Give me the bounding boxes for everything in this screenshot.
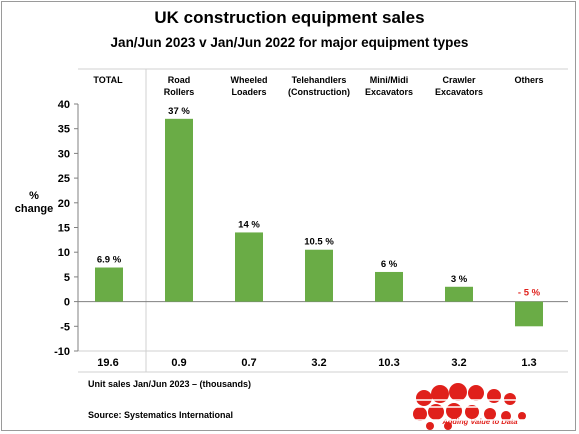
y-tick-label: 10 [58,247,70,259]
bar [375,271,403,302]
data-label: 3 % [451,274,468,285]
category-label: Loaders [231,87,266,97]
unit-sales-note: Unit sales Jan/Jun 2023 – (thousands) [88,379,252,389]
category-label: Mini/Midi [370,75,409,85]
unit-sales-value: 1.3 [521,357,536,369]
category-label: Road [168,75,191,85]
y-tick-label: 15 [58,223,70,235]
data-label: 10.5 % [304,237,334,248]
category-label: (Construction) [288,87,350,97]
bar [445,286,473,302]
unit-sales-value: 10.3 [378,357,399,369]
logo-tagline: Adding Value to Data [441,417,517,426]
y-tick-label: 25 [58,173,70,185]
category-label: TOTAL [93,75,123,85]
company-logo [412,383,537,430]
y-tick-label: 20 [58,198,70,210]
y-tick-label: 40 [58,99,70,111]
chart-subtitle: Jan/Jun 2023 v Jan/Jun 2022 for major eq… [110,35,469,50]
y-tick-label: -5 [60,321,70,333]
unit-sales-value: 3.2 [451,357,466,369]
y-axis-label: change [15,203,54,215]
bar [235,232,263,302]
chart-title: UK construction equipment sales [154,8,425,27]
y-tick-label: 5 [64,272,70,284]
unit-sales-value: 0.7 [241,357,256,369]
category-label: Rollers [164,87,195,97]
data-label: 6.9 % [97,255,122,266]
data-label: 6 % [381,259,398,270]
data-label: 14 % [238,219,260,230]
y-tick-label: 35 [58,124,70,136]
category-label: Crawler [442,75,476,85]
bar [515,301,543,327]
y-tick-label: 30 [58,148,70,160]
category-label: Wheeled [230,75,267,85]
bar [305,249,333,302]
data-label: 37 % [168,106,190,117]
category-label: Others [514,75,543,85]
bar [165,118,193,302]
bar [95,267,123,302]
y-tick-label: 0 [64,297,70,309]
source-note: Source: Systematics International [88,410,234,420]
y-tick-label: -10 [54,346,70,358]
y-axis-label: % [29,190,39,202]
category-label: Telehandlers [292,75,347,85]
unit-sales-value: 0.9 [171,357,186,369]
data-label: - 5 % [518,288,541,299]
unit-sales-value: 3.2 [311,357,326,369]
category-label: Excavators [435,87,483,97]
category-label: Excavators [365,87,413,97]
unit-sales-value: 19.6 [97,357,118,369]
